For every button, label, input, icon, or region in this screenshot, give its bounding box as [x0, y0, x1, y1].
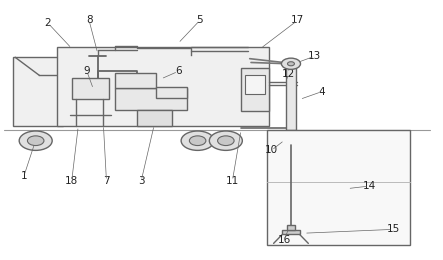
Text: 15: 15 — [386, 224, 400, 234]
Bar — [245, 75, 265, 94]
Text: 9: 9 — [84, 66, 90, 76]
Circle shape — [281, 58, 300, 69]
Bar — [287, 225, 295, 230]
Circle shape — [27, 136, 44, 146]
Bar — [57, 47, 269, 126]
Bar — [276, 144, 287, 153]
Text: 10: 10 — [265, 145, 278, 155]
Circle shape — [181, 131, 214, 150]
Text: 13: 13 — [308, 51, 322, 61]
Bar — [156, 87, 187, 98]
Text: 11: 11 — [226, 176, 239, 186]
Bar — [286, 61, 296, 130]
Text: 7: 7 — [103, 176, 110, 186]
Circle shape — [19, 131, 52, 150]
Circle shape — [288, 62, 295, 66]
Bar — [267, 130, 410, 245]
Bar — [115, 88, 187, 110]
Text: 2: 2 — [45, 18, 51, 28]
Text: 18: 18 — [65, 176, 78, 186]
Bar — [115, 73, 156, 88]
Bar — [282, 230, 299, 235]
Circle shape — [210, 131, 242, 150]
Bar — [241, 68, 269, 111]
Text: 1: 1 — [21, 171, 27, 181]
Bar — [276, 138, 302, 145]
Text: 6: 6 — [175, 66, 181, 76]
Bar — [13, 57, 63, 126]
Text: 17: 17 — [291, 15, 304, 25]
Text: 3: 3 — [138, 176, 144, 186]
Text: 12: 12 — [282, 69, 295, 79]
Text: 8: 8 — [86, 15, 93, 25]
Circle shape — [218, 136, 234, 146]
Text: 14: 14 — [362, 181, 376, 191]
Text: 4: 4 — [318, 87, 325, 97]
Bar — [137, 110, 171, 126]
Text: 16: 16 — [278, 235, 291, 245]
Circle shape — [189, 136, 206, 146]
Bar — [72, 78, 109, 99]
Text: 5: 5 — [197, 15, 203, 25]
